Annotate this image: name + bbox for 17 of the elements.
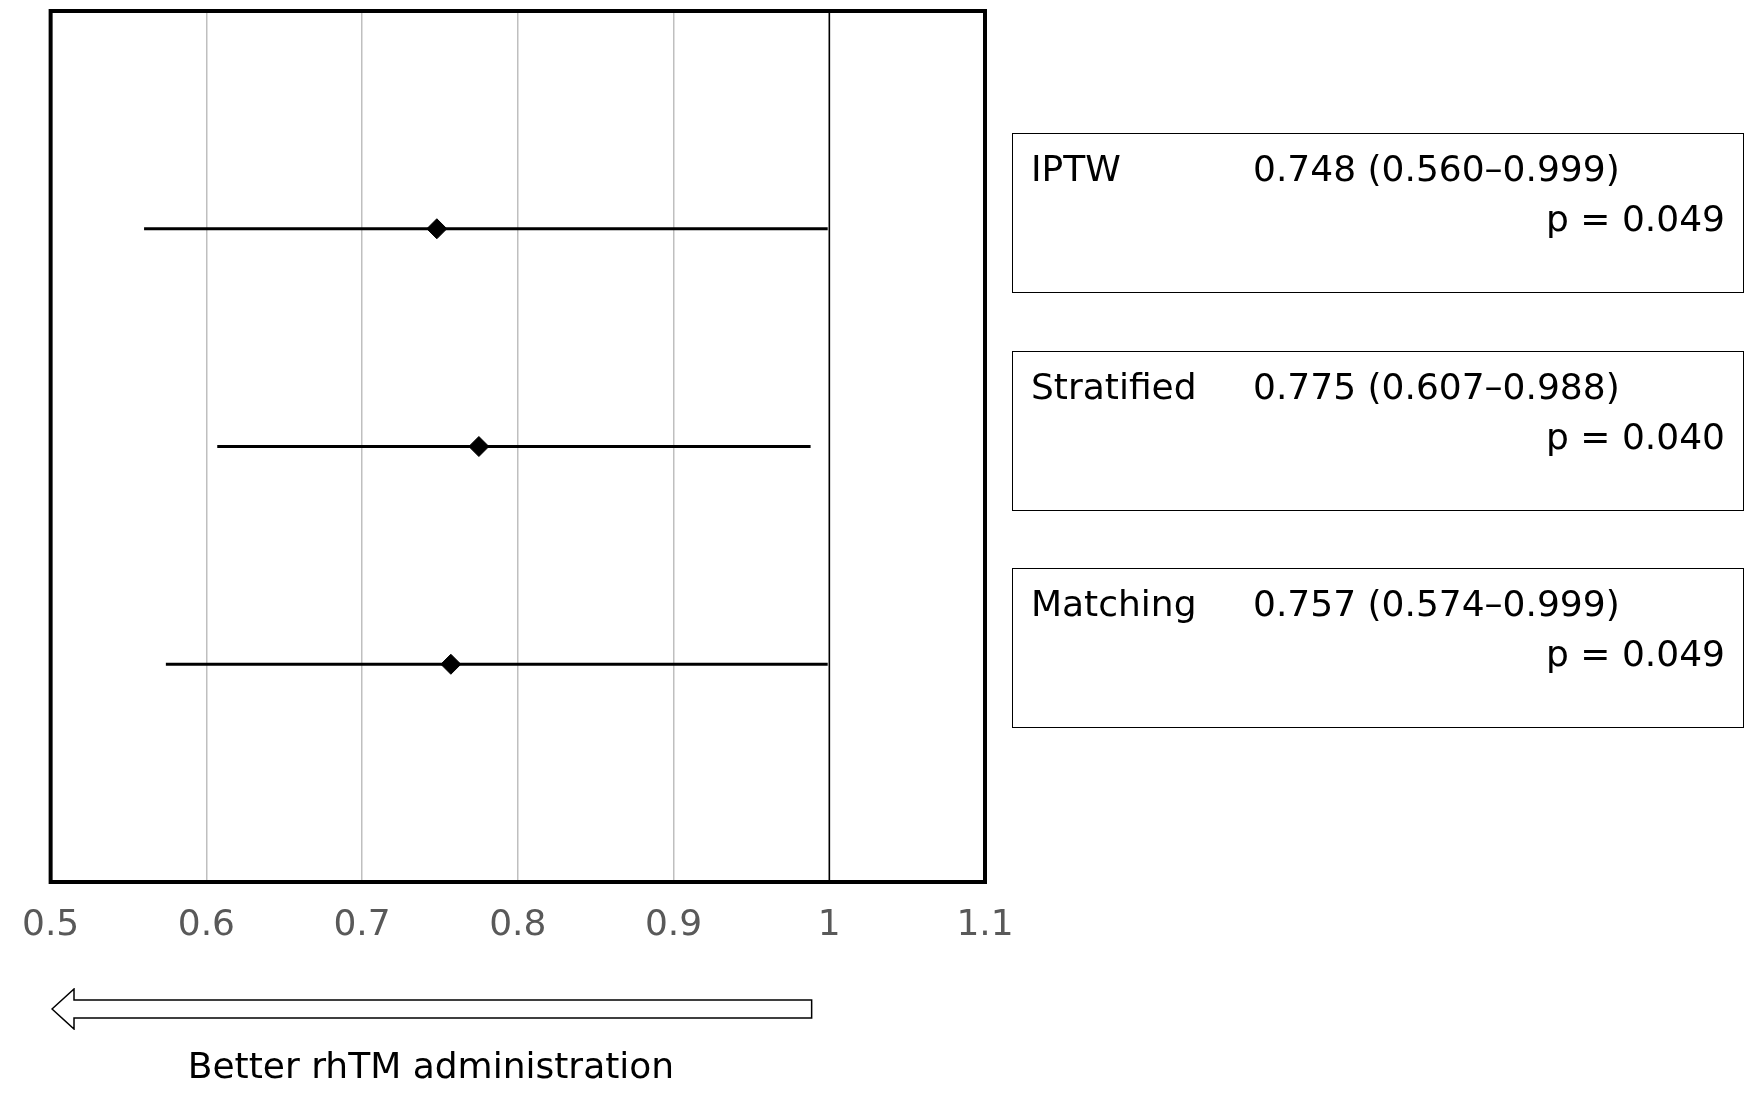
data-label: 0.748 (0.560–0.999) <box>1253 147 1620 189</box>
x-tick-label: 1.1 <box>956 901 1014 943</box>
y-tick-label: Stratified <box>1031 365 1197 407</box>
y-tick-label: IPTW <box>1031 147 1121 189</box>
y-tick-label: Matching <box>1031 583 1197 625</box>
data-label: 0.775 (0.607–0.988) <box>1253 365 1620 407</box>
x-tick-label: 0.9 <box>644 901 703 943</box>
x-tick-label: 1 <box>817 901 841 943</box>
x-axis-title: Better rhTM administration <box>187 1045 675 1086</box>
x-tick-label: 0.6 <box>177 901 235 943</box>
text: p = 0.040 <box>1546 415 1725 457</box>
x-tick-label: 0.7 <box>333 901 391 943</box>
data-label: 0.757 (0.574–0.999) <box>1253 583 1620 625</box>
text: p = 0.049 <box>1546 633 1725 675</box>
text: p = 0.049 <box>1546 197 1725 239</box>
x-tick-label: 0.5 <box>21 901 80 943</box>
x-tick-label: 0.8 <box>489 901 547 943</box>
